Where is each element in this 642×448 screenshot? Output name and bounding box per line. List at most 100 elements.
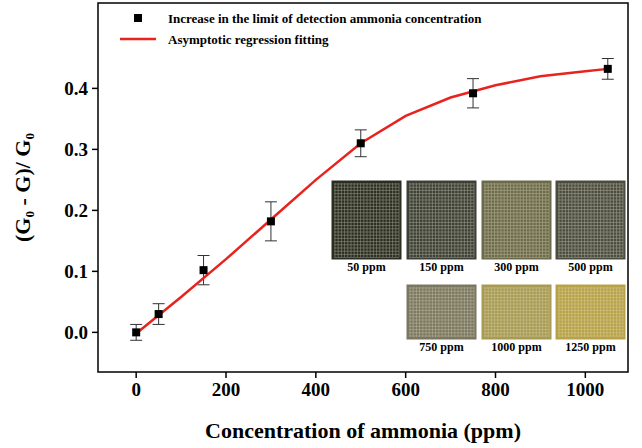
- inset-label: 150 ppm: [419, 260, 463, 274]
- inset-gridline: [558, 310, 623, 311]
- inset-gridline: [558, 228, 623, 229]
- inset-grid: [409, 183, 474, 258]
- inset-gridline: [591, 183, 592, 257]
- inset-gridline: [409, 332, 474, 333]
- error-cap: [265, 240, 277, 241]
- inset-gridline: [558, 307, 623, 308]
- inset-gridline: [510, 183, 511, 257]
- inset-gridline: [484, 232, 549, 233]
- inset-gridline: [484, 248, 549, 249]
- y-tick-label: 0.4: [64, 78, 88, 99]
- inset-gridline: [470, 183, 471, 257]
- inset-gridline: [334, 212, 399, 213]
- inset-gridline: [520, 183, 521, 257]
- chart: 50 ppm150 ppm300 ppm500 ppm750 ppm1000 p…: [0, 0, 642, 448]
- legend-label: Asymptotic regression fitting: [168, 32, 329, 47]
- inset-gridline: [501, 183, 502, 257]
- inset-gridline: [484, 254, 549, 255]
- inset-gridline: [484, 216, 549, 217]
- data-point: [267, 217, 275, 225]
- inset-gridline: [558, 304, 623, 305]
- inset-gridline: [484, 310, 549, 311]
- inset-gridline: [558, 320, 623, 321]
- inset-gridline: [484, 320, 549, 321]
- inset-gridline: [334, 219, 399, 220]
- inset-gridline: [558, 238, 623, 239]
- inset-gridline: [409, 203, 474, 204]
- inset-photo: [555, 284, 626, 340]
- inset-gridline: [351, 183, 352, 257]
- inset-gridline: [484, 257, 549, 258]
- inset-gridline: [587, 183, 588, 257]
- inset-gridline: [484, 203, 549, 204]
- inset-gridline: [409, 209, 474, 210]
- error-bar: [355, 130, 367, 157]
- y-tick: [92, 88, 98, 90]
- inset-gridline: [409, 212, 474, 213]
- inset-gridline: [334, 190, 399, 191]
- inset-gridline: [517, 183, 518, 257]
- error-cap: [130, 340, 142, 341]
- inset-gridline: [409, 216, 474, 217]
- inset-gridline: [451, 183, 452, 257]
- inset-gridline: [529, 183, 530, 257]
- error-cap: [602, 58, 614, 59]
- inset-gridline: [409, 219, 474, 220]
- inset-gridline: [409, 304, 474, 305]
- inset-gridline: [533, 183, 534, 257]
- inset-gridline: [484, 187, 549, 188]
- inset-gridline: [367, 183, 368, 257]
- inset-gridline: [458, 183, 459, 257]
- y-axis-title: (G₀ - G)/ G₀: [10, 133, 35, 243]
- inset-gridline: [558, 291, 623, 292]
- x-tick-label: 200: [212, 379, 241, 400]
- inset-gridline: [484, 206, 549, 207]
- inset-gridline: [536, 183, 537, 257]
- error-cap: [467, 107, 479, 108]
- inset-gridline: [409, 241, 474, 242]
- inset-gridline: [558, 316, 623, 317]
- inset-gridline: [334, 206, 399, 207]
- inset-gridline: [494, 183, 495, 257]
- x-tick-label: 0: [131, 379, 141, 400]
- inset-gridline: [360, 183, 361, 257]
- inset-gridline: [334, 209, 399, 210]
- y-tick: [92, 271, 98, 273]
- inset-photo: [406, 180, 477, 260]
- inset-gridline: [409, 257, 474, 258]
- inset-gridline: [619, 183, 620, 257]
- x-tick-label: 1000: [566, 379, 604, 400]
- inset-gridline: [409, 187, 474, 188]
- inset-gridline: [613, 183, 614, 257]
- error-cap: [265, 201, 277, 202]
- fit-line: [136, 69, 608, 334]
- inset-gridline: [484, 228, 549, 229]
- inset-gridline: [484, 241, 549, 242]
- legend-line: [120, 38, 156, 41]
- inset-gridline: [558, 297, 623, 298]
- inset-gridline: [497, 183, 498, 257]
- inset-gridline: [558, 184, 623, 185]
- inset-gridline: [467, 183, 468, 257]
- inset-gridline: [409, 291, 474, 292]
- inset-gridline: [409, 300, 474, 301]
- inset-gridline: [409, 294, 474, 295]
- error-bar: [130, 324, 142, 340]
- inset-gridline: [409, 244, 474, 245]
- inset-grid: [484, 287, 549, 337]
- data-point: [155, 310, 163, 318]
- inset-gridline: [341, 183, 342, 257]
- inset-gridline: [395, 183, 396, 257]
- inset-label: 500 ppm: [568, 260, 612, 274]
- inset-gridline: [484, 200, 549, 201]
- y-tick-label: 0.3: [64, 139, 88, 160]
- inset-gridline: [549, 183, 550, 257]
- inset-gridline: [409, 248, 474, 249]
- inset-gridline: [334, 254, 399, 255]
- inset-gridline: [448, 183, 449, 257]
- inset-gridline: [383, 183, 384, 257]
- inset-gridline: [334, 241, 399, 242]
- inset-gridline: [484, 219, 549, 220]
- x-axis-title: Concentration of ammonia (ppm): [205, 418, 521, 443]
- inset-gridline: [571, 183, 572, 257]
